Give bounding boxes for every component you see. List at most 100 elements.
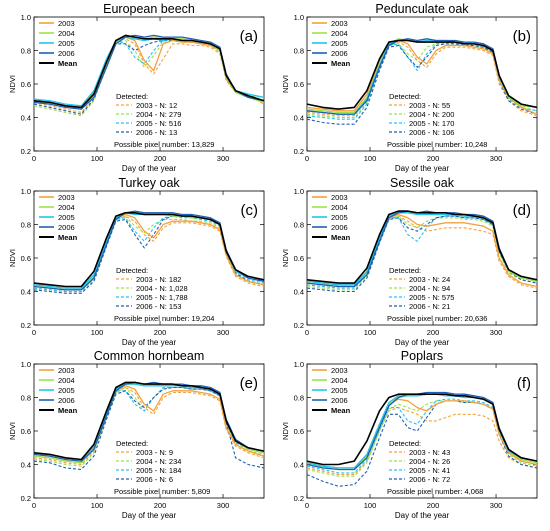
legend-label: 2006 — [331, 223, 348, 232]
y-tick-label: 0.4 — [294, 461, 304, 470]
possible-pixel-number: Possible pixel number: 4,068 — [387, 487, 483, 496]
x-axis-label: Day of the year — [122, 511, 177, 520]
detected-label: 2005 - N: 41 — [409, 466, 450, 475]
panel-d: Sessile oak 0.2 0.4 0.6 0.8 1.0 0 100 200 300 Day … — [281, 176, 538, 347]
y-tick-label: 1.0 — [21, 13, 31, 22]
legend-label: 2004 — [331, 29, 348, 38]
detected-label: 2003 - N: 24 — [409, 275, 450, 284]
detected-label: 2006 - N: 13 — [136, 128, 177, 137]
detected-label: 2005 - N: 184 — [136, 466, 181, 475]
x-tick-label: 0 — [32, 501, 36, 510]
y-tick-label: 0.8 — [294, 221, 304, 230]
x-tick-label: 0 — [305, 154, 309, 163]
legend-label: 2004 — [331, 376, 348, 385]
panel-c: Turkey oak 0.2 0.4 0.6 0.8 1.0 0 100 200 300 Day o… — [8, 176, 265, 347]
y-tick-label: 0.6 — [294, 427, 304, 436]
detected-title: Detected: — [116, 92, 148, 101]
series-line — [33, 212, 265, 288]
legend-label: 2003 — [331, 19, 348, 28]
x-axis-label: Day of the year — [395, 511, 450, 520]
legend-label: 2004 — [58, 376, 75, 385]
legend-label: Mean — [58, 406, 78, 415]
y-tick-label: 0.6 — [294, 80, 304, 89]
detected-label: 2006 - N: 106 — [409, 128, 454, 137]
y-tick-label: 1.0 — [21, 187, 31, 196]
series-line — [33, 34, 265, 109]
panel-label: (a) — [240, 28, 258, 45]
x-axis-label: Day of the year — [395, 338, 450, 347]
chart-title: Common hornbeam — [94, 349, 204, 363]
detected-label: 2004 - N: 94 — [409, 284, 450, 293]
legend-label: 2006 — [58, 49, 75, 58]
y-tick-label: 0.8 — [294, 394, 304, 403]
detected-label: 2005 - N: 575 — [409, 293, 454, 302]
legend-label: 2004 — [58, 29, 75, 38]
y-tick-label: 0.4 — [21, 114, 31, 123]
y-tick-label: 0.6 — [21, 427, 31, 436]
x-tick-label: 0 — [305, 328, 309, 337]
legend-label: Mean — [58, 233, 78, 242]
series-line — [306, 215, 538, 291]
legend-label: 2003 — [58, 19, 75, 28]
chart-title: Turkey oak — [118, 176, 180, 190]
series-line — [33, 381, 265, 461]
detected-label: 2003 - N: 55 — [409, 101, 450, 110]
x-axis-label: Day of the year — [395, 164, 450, 173]
legend-label: 2004 — [331, 203, 348, 212]
panel-label: (c) — [241, 202, 259, 219]
y-tick-label: 0.8 — [21, 221, 31, 230]
x-tick-label: 100 — [364, 501, 377, 510]
y-tick-label: 0.4 — [294, 288, 304, 297]
x-tick-label: 300 — [490, 154, 503, 163]
legend-label: 2003 — [331, 193, 348, 202]
detected-label: 2006 - N: 153 — [136, 302, 181, 311]
x-tick-label: 200 — [154, 154, 167, 163]
legend-label: Mean — [331, 406, 351, 415]
legend-label: 2004 — [58, 203, 75, 212]
detected-label: 2005 - N: 516 — [136, 119, 181, 128]
chart-title: European beech — [103, 2, 195, 16]
legend-label: 2005 — [58, 39, 75, 48]
x-axis-label: Day of the year — [122, 338, 177, 347]
legend-label: 2006 — [331, 396, 348, 405]
y-tick-label: 0.6 — [294, 254, 304, 263]
detected-label: 2004 - N: 26 — [409, 457, 450, 466]
detected-label: 2006 - N: 72 — [409, 475, 450, 484]
series-line — [306, 407, 538, 476]
detected-label: 2003 - N: 182 — [136, 275, 181, 284]
y-tick-label: 0.4 — [21, 288, 31, 297]
detected-label: 2004 - N: 279 — [136, 110, 181, 119]
legend-label: 2005 — [331, 213, 348, 222]
y-axis-label: NDVI — [8, 75, 17, 93]
detected-title: Detected: — [389, 439, 421, 448]
series-line — [306, 39, 538, 115]
x-tick-label: 200 — [427, 501, 440, 510]
panel-e: Common hornbeam 0.2 0.4 0.6 0.8 1.0 0 100 200 300… — [8, 349, 265, 520]
possible-pixel-number: Possible pixel number: 13,829 — [114, 140, 214, 149]
legend-label: Mean — [331, 233, 351, 242]
possible-pixel-number: Possible pixel number: 19,204 — [114, 314, 214, 323]
x-tick-label: 100 — [91, 328, 104, 337]
legend-label: 2003 — [58, 193, 75, 202]
detected-title: Detected: — [389, 266, 421, 275]
y-tick-label: 1.0 — [294, 360, 304, 369]
y-axis-label: NDVI — [281, 75, 290, 93]
possible-pixel-number: Possible pixel number: 20,636 — [387, 314, 487, 323]
legend-label: Mean — [331, 59, 351, 68]
y-tick-label: 0.2 — [21, 147, 31, 156]
y-axis-label: NDVI — [8, 249, 17, 267]
panel-a: European beech 0.2 0.4 0.6 0.8 1.0 0 100 200 300 D… — [8, 2, 265, 173]
panel-f: Poplars 0.2 0.4 0.6 0.8 1.0 0 100 200 300 Day of t… — [281, 349, 538, 520]
y-tick-label: 1.0 — [294, 13, 304, 22]
x-tick-label: 0 — [32, 328, 36, 337]
x-tick-label: 200 — [427, 154, 440, 163]
detected-title: Detected: — [116, 439, 148, 448]
panel-label: (e) — [240, 375, 258, 392]
legend-label: 2006 — [58, 396, 75, 405]
detected-label: 2004 - N: 1,028 — [136, 284, 188, 293]
legend-label: 2005 — [331, 386, 348, 395]
detected-label: 2004 - N: 200 — [409, 110, 454, 119]
x-tick-label: 300 — [217, 501, 230, 510]
